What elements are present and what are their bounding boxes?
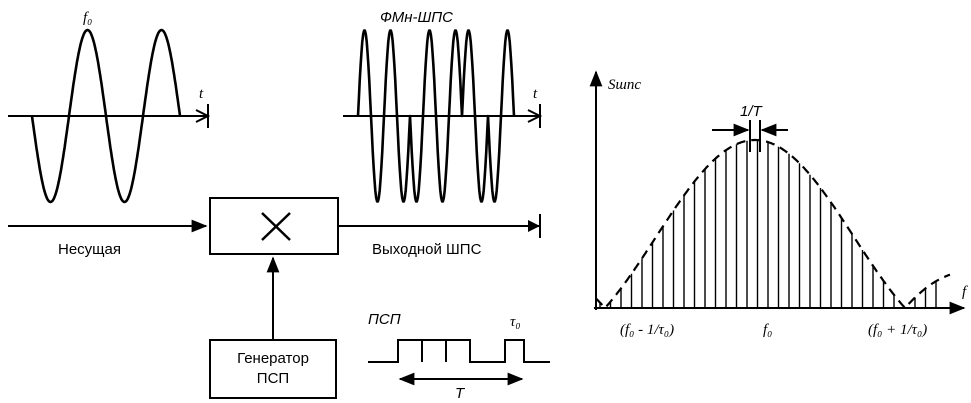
generator-label-line1: Генератор	[237, 350, 309, 367]
output-psk-wave	[356, 29, 516, 203]
mixer-cross-line-b	[261, 212, 291, 241]
output-axis-arrow	[527, 109, 543, 123]
center-frequency-label: f₀	[763, 322, 772, 338]
generator-label-line2: ПСП	[257, 370, 289, 387]
carrier-waveform-group: f₀ t	[8, 10, 211, 204]
carrier-axis-arrow	[195, 109, 211, 123]
tau-label: τ₀	[510, 314, 521, 330]
output-time-label: t	[533, 86, 538, 102]
left-lobe-label: (f₀ - 1/τ₀)	[620, 322, 674, 338]
prs-sequence-group: ПСП τ₀ T	[368, 311, 550, 402]
line-spacing-label: 1/T	[740, 103, 764, 120]
carrier-label: f₀	[83, 10, 92, 26]
output-arrow-head	[528, 220, 540, 232]
prs-label: ПСП	[368, 311, 401, 328]
spectrum-plot: Sшпс f 1/T (f₀ - 1/τ₀) f₀ (f₀ + 1/τ₀)	[589, 70, 968, 338]
prs-waveform	[368, 339, 550, 363]
spectrum-x-label: f	[962, 284, 968, 300]
block-diagram: Несущая Выходной ШПС Генератор ПСП	[8, 197, 541, 399]
sinc-envelope	[595, 138, 951, 310]
spectral-lines	[599, 140, 937, 308]
carrier-time-label: t	[199, 86, 204, 102]
output-label: Выходной ШПС	[372, 241, 482, 258]
generator-block	[209, 339, 337, 399]
output-waveform-group: ФМн-ШПС t	[343, 9, 543, 203]
output-wave-label: ФМн-ШПС	[380, 9, 453, 26]
period-label: T	[455, 385, 466, 402]
spectrum-y-label: Sшпс	[608, 77, 641, 93]
carrier-input-label: Несущая	[58, 241, 121, 258]
right-lobe-label: (f₀ + 1/τ₀)	[868, 322, 927, 338]
carrier-wave	[30, 28, 182, 204]
